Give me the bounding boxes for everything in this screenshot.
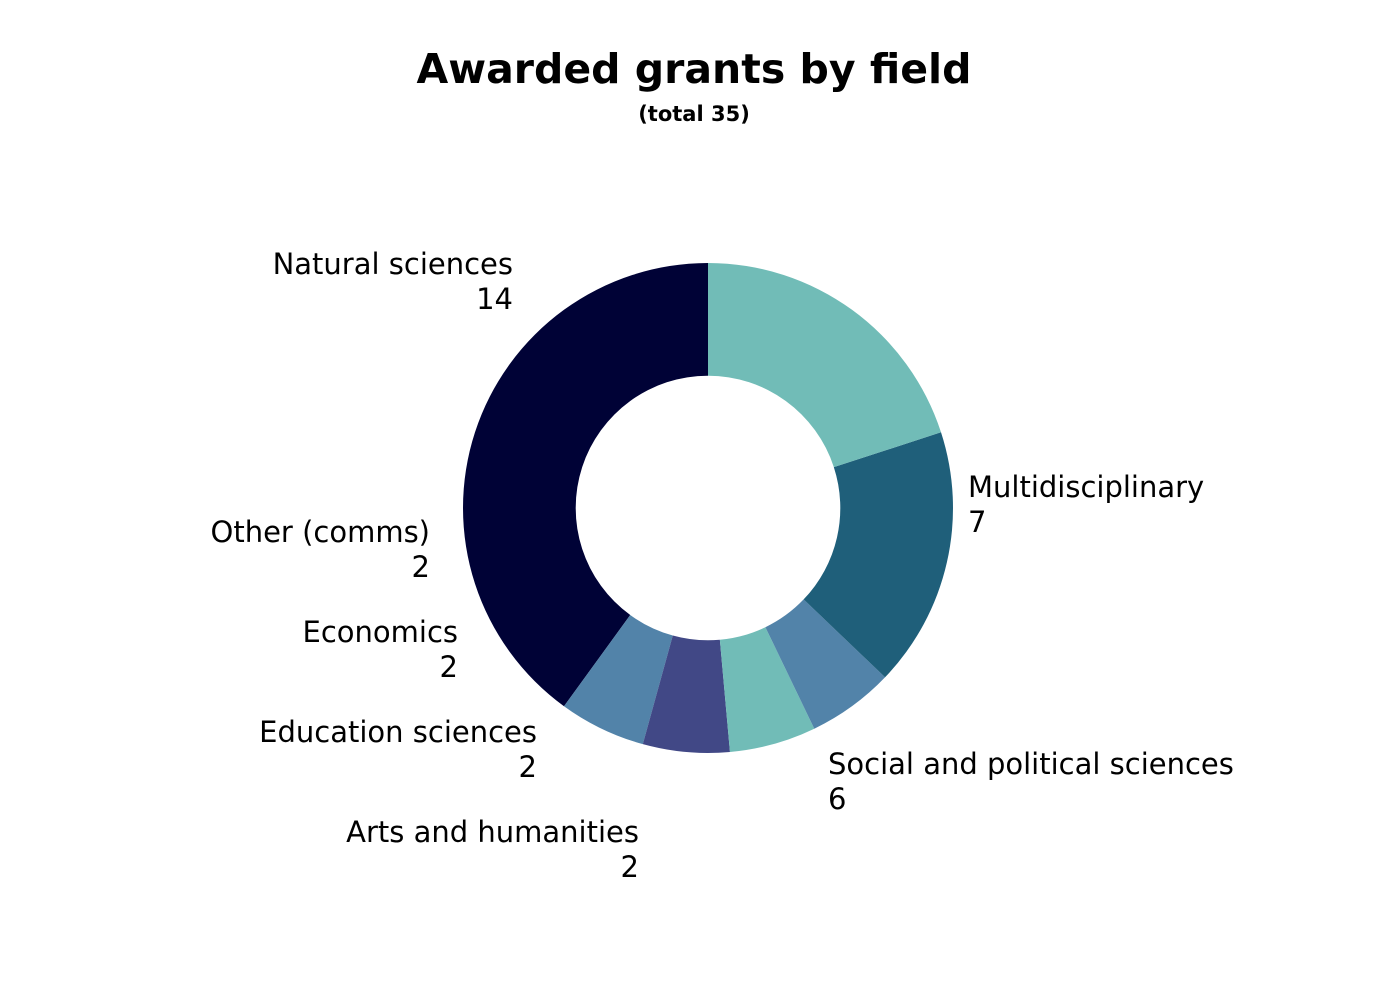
slice-label-economics: Economics 2 (303, 615, 459, 684)
slice-label-name: Education sciences (259, 715, 537, 749)
slice-social-and-political-sciences (803, 432, 953, 678)
slice-label-name: Other (comms) (211, 515, 430, 549)
slice-label-education-sciences: Education sciences 2 (259, 715, 537, 784)
slice-label-name: Arts and humanities (346, 815, 639, 849)
chart-subtitle: (total 35) (638, 102, 750, 126)
slice-label-value: 6 (828, 782, 846, 816)
slice-label-multidisciplinary: Multidisciplinary 7 (968, 470, 1204, 539)
slice-label-name: Economics (303, 615, 459, 649)
slice-economics (642, 635, 730, 753)
slice-natural-sciences (463, 263, 708, 707)
slice-label-name: Natural sciences (273, 247, 513, 281)
slice-label-value: 2 (412, 550, 430, 584)
slice-label-social-and-political-sciences: Social and political sciences 6 (828, 747, 1234, 816)
slice-label-value: 7 (968, 505, 986, 539)
slice-label-value: 2 (519, 750, 537, 784)
donut-slices (463, 263, 953, 753)
slice-label-arts-and-humanities: Arts and humanities 2 (346, 815, 639, 884)
slice-label-natural-sciences: Natural sciences 14 (273, 247, 513, 316)
slice-label-other-comms: Other (comms) 2 (211, 515, 430, 584)
slice-label-value: 14 (476, 282, 513, 316)
slice-label-name: Multidisciplinary (968, 470, 1204, 504)
chart-title: Awarded grants by field (417, 45, 972, 93)
slice-label-name: Social and political sciences (828, 747, 1234, 781)
slice-education-sciences (719, 627, 815, 753)
slice-label-value: 2 (621, 850, 639, 884)
slice-label-value: 2 (440, 650, 458, 684)
slice-arts-and-humanities (765, 599, 886, 729)
slice-multidisciplinary (708, 263, 942, 468)
slice-other-comms (563, 615, 673, 745)
